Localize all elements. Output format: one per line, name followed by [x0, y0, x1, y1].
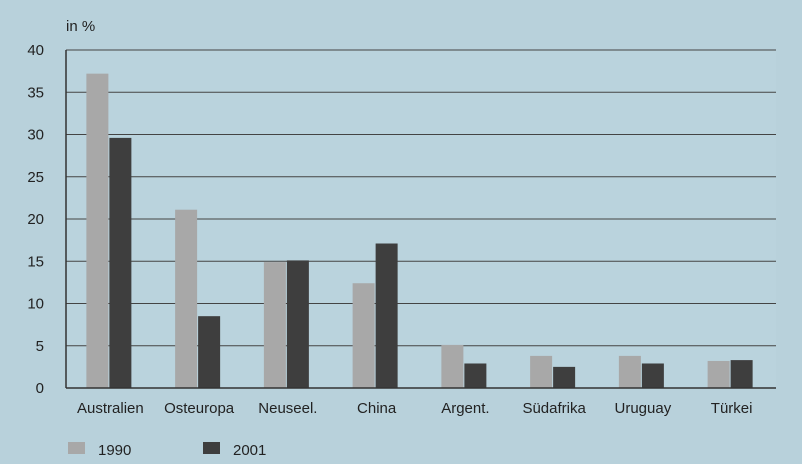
- legend-label-1990: 1990: [98, 442, 131, 459]
- bar-2001-Uruguay: [641, 363, 664, 388]
- y-tick-label-35: 35: [27, 84, 44, 101]
- legend-swatch-1990: [68, 442, 85, 454]
- x-tick-label-Argent.: Argent.: [441, 400, 489, 417]
- bar-1990-Südafrika: [530, 355, 553, 388]
- x-tick-label-China: China: [357, 400, 397, 417]
- legend-swatch-2001: [203, 442, 220, 454]
- y-tick-label-15: 15: [27, 253, 44, 270]
- bar-2001-Australien: [109, 137, 132, 388]
- y-axis-label: in %: [66, 18, 95, 35]
- y-tick-label-40: 40: [27, 42, 44, 59]
- x-tick-label-Südafrika: Südafrika: [522, 400, 586, 417]
- y-tick-label-5: 5: [36, 338, 44, 355]
- x-tick-label-Uruguay: Uruguay: [615, 400, 672, 417]
- x-tick-label-Osteuropa: Osteuropa: [164, 400, 235, 417]
- x-tick-label-Türkei: Türkei: [711, 400, 753, 417]
- bars: [86, 73, 753, 388]
- legend-label-2001: 2001: [233, 442, 266, 459]
- y-tick-label-0: 0: [36, 380, 44, 397]
- bar-2001-Neuseel.: [286, 260, 309, 388]
- axis-labels: 0 5 10 15 20 25 30 35 40 Australien Osteuropa Neuse…: [27, 42, 752, 417]
- y-tick-label-30: 30: [27, 127, 44, 144]
- bar-1990-Uruguay: [618, 355, 641, 388]
- bar-1990-Osteuropa: [175, 209, 198, 388]
- gridlines: [66, 49, 776, 347]
- y-tick-label-10: 10: [27, 296, 44, 313]
- bar-1990-Türkei: [707, 360, 730, 388]
- y-tick-label-25: 25: [27, 169, 44, 186]
- bar-2001-China: [375, 243, 398, 388]
- bar-1990-Neuseel.: [263, 262, 286, 388]
- bar-1990-Australien: [86, 73, 109, 388]
- bar-1990-Argent.: [441, 344, 464, 388]
- bar-2001-Osteuropa: [198, 316, 221, 388]
- y-tick-label-20: 20: [27, 211, 44, 228]
- bar-1990-China: [352, 283, 375, 388]
- x-tick-label-Australien: Australien: [77, 400, 144, 417]
- bar-2001-Argent.: [464, 363, 487, 388]
- bar-2001-Türkei: [730, 360, 753, 388]
- x-tick-label-Neuseel.: Neuseel.: [258, 400, 317, 417]
- legend: 1990 2001: [68, 442, 266, 459]
- bar-2001-Südafrika: [553, 366, 576, 388]
